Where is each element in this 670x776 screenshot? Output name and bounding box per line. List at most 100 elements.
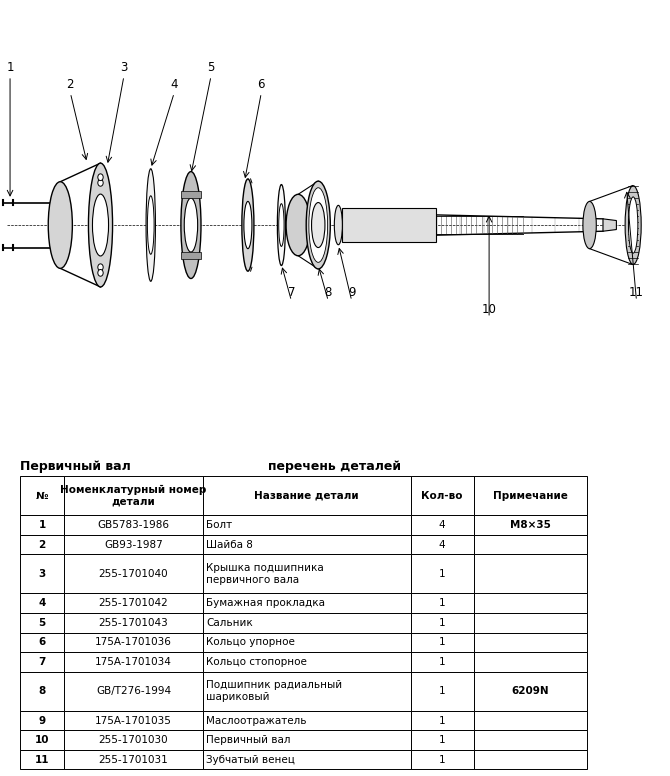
Bar: [203, 711, 411, 730]
Bar: [20, 750, 64, 770]
Bar: [203, 554, 411, 594]
Bar: [20, 613, 64, 632]
Bar: [203, 750, 411, 770]
Text: Кольцо стопорное: Кольцо стопорное: [206, 657, 307, 667]
Text: 9: 9: [39, 715, 46, 726]
Bar: [411, 515, 474, 535]
Bar: [474, 535, 587, 554]
Text: 11: 11: [35, 755, 50, 764]
Bar: [20, 730, 64, 750]
Text: 255-1701043: 255-1701043: [98, 618, 168, 628]
Text: Номенклатурный номер
детали: Номенклатурный номер детали: [60, 485, 206, 507]
Ellipse shape: [628, 197, 638, 253]
Bar: [64, 613, 203, 632]
Text: 2: 2: [66, 78, 74, 91]
Text: 1: 1: [439, 569, 446, 579]
Bar: [20, 535, 64, 554]
Bar: [411, 594, 474, 613]
Text: Подшипник радиальный
шариковый: Подшипник радиальный шариковый: [206, 681, 342, 702]
Bar: [64, 750, 203, 770]
Bar: [474, 554, 587, 594]
Text: 6: 6: [257, 78, 265, 91]
Bar: [411, 672, 474, 711]
Text: 9: 9: [348, 286, 356, 299]
Ellipse shape: [98, 264, 103, 271]
Text: 4: 4: [170, 78, 178, 91]
Text: 10: 10: [35, 735, 50, 745]
Ellipse shape: [146, 169, 155, 281]
Text: №: №: [36, 490, 48, 501]
Bar: [474, 672, 587, 711]
Text: 175А-1701036: 175А-1701036: [95, 637, 172, 647]
Bar: [474, 652, 587, 672]
Ellipse shape: [625, 185, 641, 265]
Bar: [203, 613, 411, 632]
Text: Маслоотражатель: Маслоотражатель: [206, 715, 307, 726]
Bar: [474, 594, 587, 613]
Text: 10: 10: [482, 303, 496, 316]
Bar: [203, 730, 411, 750]
Text: 1: 1: [439, 735, 446, 745]
Text: 6209N: 6209N: [511, 686, 549, 696]
Text: 4: 4: [439, 520, 446, 530]
Polygon shape: [181, 192, 201, 198]
Bar: [203, 476, 411, 515]
Bar: [411, 554, 474, 594]
Ellipse shape: [583, 202, 596, 248]
Ellipse shape: [184, 198, 198, 252]
Ellipse shape: [309, 188, 328, 262]
Text: 1: 1: [439, 686, 446, 696]
Text: 3: 3: [120, 61, 128, 74]
Text: 3: 3: [38, 569, 46, 579]
Bar: [64, 730, 203, 750]
Text: 255-1701031: 255-1701031: [98, 755, 168, 764]
Ellipse shape: [306, 181, 330, 269]
Bar: [474, 750, 587, 770]
Bar: [20, 652, 64, 672]
Bar: [411, 750, 474, 770]
Ellipse shape: [98, 269, 103, 276]
Text: Шайба 8: Шайба 8: [206, 539, 253, 549]
Bar: [203, 652, 411, 672]
Text: 4: 4: [38, 598, 46, 608]
Bar: [20, 594, 64, 613]
Text: Болт: Болт: [206, 520, 232, 530]
Bar: [64, 535, 203, 554]
Bar: [20, 476, 64, 515]
Text: 1: 1: [439, 657, 446, 667]
Text: 175А-1701034: 175А-1701034: [95, 657, 172, 667]
Text: 5: 5: [207, 61, 215, 74]
Text: Кольцо упорное: Кольцо упорное: [206, 637, 295, 647]
Ellipse shape: [147, 196, 154, 255]
Ellipse shape: [88, 163, 113, 287]
Ellipse shape: [279, 203, 284, 247]
Text: М8×35: М8×35: [510, 520, 551, 530]
Text: 175А-1701035: 175А-1701035: [95, 715, 172, 726]
Bar: [20, 672, 64, 711]
Text: 8: 8: [324, 286, 332, 299]
Ellipse shape: [98, 174, 103, 181]
Bar: [20, 554, 64, 594]
Text: GB/T276-1994: GB/T276-1994: [96, 686, 171, 696]
Text: 255-1701030: 255-1701030: [98, 735, 168, 745]
Text: Крышка подшипника
первичного вала: Крышка подшипника первичного вала: [206, 563, 324, 585]
Text: 7: 7: [287, 286, 295, 299]
Bar: [474, 613, 587, 632]
Text: 11: 11: [629, 286, 644, 299]
Text: Примечание: Примечание: [493, 490, 567, 501]
Ellipse shape: [334, 206, 342, 244]
Bar: [64, 594, 203, 613]
Text: GB93-1987: GB93-1987: [104, 539, 163, 549]
Ellipse shape: [286, 194, 310, 256]
Bar: [64, 515, 203, 535]
Ellipse shape: [312, 203, 325, 248]
Bar: [64, 711, 203, 730]
Bar: [203, 594, 411, 613]
Text: 1: 1: [439, 755, 446, 764]
Text: 4: 4: [439, 539, 446, 549]
Bar: [203, 632, 411, 652]
Bar: [474, 476, 587, 515]
Text: 1: 1: [38, 520, 46, 530]
Text: 5: 5: [38, 618, 46, 628]
Ellipse shape: [181, 171, 201, 279]
